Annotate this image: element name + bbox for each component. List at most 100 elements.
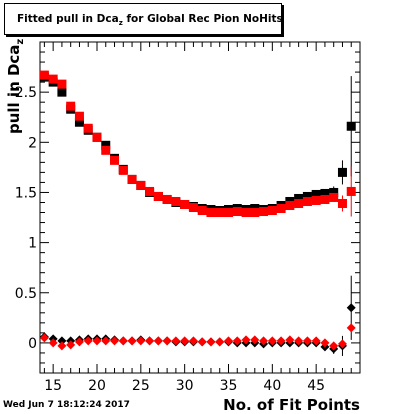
data-point-square [276,204,286,214]
data-point-square [250,208,260,218]
data-point-diamond [329,341,339,351]
timestamp: Wed Jun 7 18:12:24 2017 [3,400,130,410]
data-point-diamond [346,323,356,333]
y-tick-label: 2.5 [15,85,37,101]
data-point-diamond [92,336,102,346]
x-tick-label: 15 [44,378,62,394]
data-point-square [92,132,102,142]
data-point-square [302,196,312,206]
data-point-square [311,189,321,199]
data-point-diamond [276,336,286,346]
data-point-square [57,79,67,89]
data-point-square [74,117,84,127]
data-point-square [294,198,304,208]
data-point-square [259,207,269,217]
data-point-square [74,111,84,121]
data-point-diamond [118,336,128,346]
y-tick-label: 0.5 [15,286,37,302]
data-point-square [346,186,356,196]
data-point-square [329,187,339,197]
data-point-diamond [320,338,330,348]
data-point-square [171,196,181,206]
data-point-square [83,123,93,133]
data-point-square [39,70,49,80]
data-point-square [294,193,304,203]
data-point-square [215,208,225,218]
axis-ticks [40,41,361,374]
data-point-diamond [180,336,190,346]
data-point-square [101,140,111,150]
y-tick-label: 0 [28,336,37,352]
chart-title-prefix: Fitted pull in Dca [17,13,119,25]
y-axis-title: pull in Dcaz [5,39,26,134]
data-point-square [127,174,137,184]
x-tick-label: 20 [88,378,106,394]
data-point-square [145,186,155,196]
data-point-square [188,203,198,212]
x-tick-label: 45 [307,378,325,394]
data-point-square [302,191,312,201]
data-point-diamond [206,337,216,347]
data-point-square [337,167,347,177]
data-point-diamond [302,336,312,346]
data-point-square [241,208,251,218]
data-point-diamond [197,337,207,347]
data-point-square [118,165,128,175]
data-point-diamond [39,333,49,343]
data-point-diamond [57,341,67,351]
y-axis-title-sub: z [15,39,26,45]
data-point-diamond [232,336,242,346]
data-markers [39,70,356,356]
data-point-diamond [285,335,295,345]
y-tick-label: 2 [28,135,37,151]
data-point-diamond [153,336,163,346]
data-point-diamond [162,336,172,346]
data-point-square [329,192,339,202]
data-point-diamond [250,335,260,345]
data-point-square [320,194,330,204]
data-point-square [110,155,120,165]
data-point-square [285,200,295,210]
data-point-diamond [337,339,347,349]
data-point-diamond [346,303,356,313]
x-tick-label: 30 [176,378,194,394]
y-tick-label: 1 [28,236,37,252]
data-point-diamond [127,336,137,346]
title-box: Fitted pull in Dcaz for Global Rec Pion … [4,3,283,35]
data-point-square [153,191,163,201]
data-point-diamond [110,336,120,346]
chart-title-subscript: z [118,19,123,28]
data-point-diamond [311,336,321,346]
data-point-diamond [171,336,181,346]
x-tick-label: 25 [132,378,150,394]
x-tick-label: 40 [263,378,281,394]
chart-title-suffix: for Global Rec Pion NoHits [122,13,283,25]
y-axis-title-main: pull in Dca [5,45,23,134]
data-point-square [197,206,207,216]
data-point-square [66,101,76,111]
x-tick-labels: 15 20 25 30 35 40 45 [44,378,325,394]
data-point-diamond [294,336,304,346]
data-point-diamond [136,336,146,346]
data-point-square [223,208,233,218]
data-point-diamond [83,336,93,346]
data-point-diamond [74,337,84,347]
data-point-square [232,207,242,217]
y-tick-labels: 0 0.5 1 1.5 2 2.5 [15,85,37,352]
data-point-square [267,206,277,216]
data-point-square [48,74,58,84]
data-point-diamond [188,336,198,346]
x-axis-title: No. of Fit Points [223,396,360,414]
data-point-diamond [267,336,277,346]
data-point-square [162,194,172,204]
data-point-diamond [66,340,76,350]
data-point-square [346,121,356,131]
data-point-square [57,87,67,97]
data-point-square [180,199,190,209]
data-point-diamond [241,335,251,345]
data-point-diamond [57,336,67,346]
data-point-diamond [48,338,58,348]
data-point-diamond [259,336,269,346]
data-point-square [311,195,321,205]
